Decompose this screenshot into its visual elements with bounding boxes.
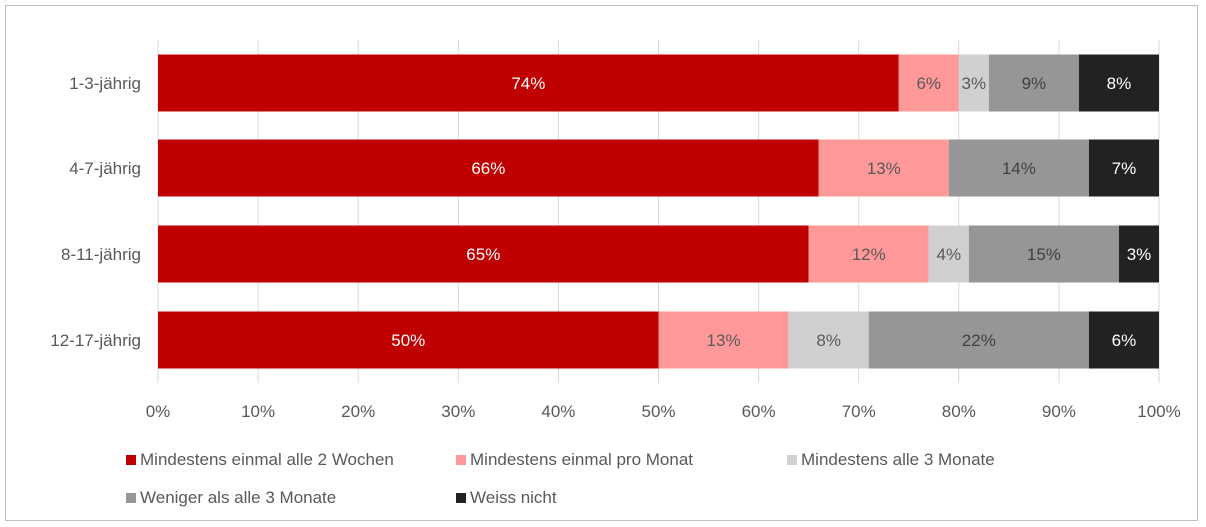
category-label: 1-3-jährig: [69, 74, 141, 93]
data-label: 8%: [816, 331, 841, 350]
data-label: 9%: [1022, 74, 1047, 93]
x-tick-label: 80%: [942, 402, 976, 421]
x-tick-label: 40%: [541, 402, 575, 421]
category-label: 8-11-jährig: [61, 245, 141, 264]
x-tick-label: 90%: [1042, 402, 1076, 421]
data-label: 15%: [1027, 245, 1061, 264]
data-label: 66%: [471, 159, 505, 178]
bar-segment: [928, 225, 969, 283]
category-label: 4-7-jährig: [69, 159, 141, 178]
x-tick-label: 100%: [1137, 402, 1180, 421]
data-label: 6%: [1112, 331, 1137, 350]
bar-segment: [808, 225, 929, 283]
bar-segment: [948, 139, 1089, 197]
bar-segment: [158, 225, 809, 283]
bar-segment: [898, 54, 959, 112]
data-label: 4%: [937, 245, 962, 264]
data-label: 65%: [466, 245, 500, 264]
data-label: 22%: [962, 331, 996, 350]
bar-segment: [1078, 54, 1159, 112]
bar-segment: [988, 54, 1079, 112]
data-label: 8%: [1107, 74, 1132, 93]
bar-segment: [658, 311, 789, 369]
data-label: 13%: [707, 331, 741, 350]
bar-segment: [158, 139, 819, 197]
bar-segment: [958, 54, 989, 112]
data-label: 3%: [962, 74, 987, 93]
data-label: 13%: [867, 159, 901, 178]
x-tick-label: 60%: [742, 402, 776, 421]
bar-segment: [1088, 139, 1159, 197]
bar-segment: [818, 139, 949, 197]
data-label: 3%: [1127, 245, 1152, 264]
data-label: 50%: [391, 331, 425, 350]
x-tick-label: 20%: [341, 402, 375, 421]
data-label: 12%: [852, 245, 886, 264]
bar-segment: [1118, 225, 1159, 283]
x-tick-label: 30%: [441, 402, 475, 421]
x-tick-label: 70%: [842, 402, 876, 421]
bar-segment: [158, 54, 899, 112]
bar-segment: [788, 311, 869, 369]
bar-segment: [968, 225, 1119, 283]
x-tick-label: 0%: [146, 402, 171, 421]
bar-segment: [1088, 311, 1159, 369]
category-label: 12-17-jährig: [50, 331, 141, 350]
data-label: 14%: [1002, 159, 1036, 178]
data-label: 6%: [916, 74, 941, 93]
x-tick-label: 10%: [241, 402, 275, 421]
x-tick-label: 50%: [641, 402, 675, 421]
data-label: 74%: [511, 74, 545, 93]
bar-segment: [868, 311, 1089, 369]
bar-segment: [158, 311, 659, 369]
data-label: 7%: [1112, 159, 1137, 178]
